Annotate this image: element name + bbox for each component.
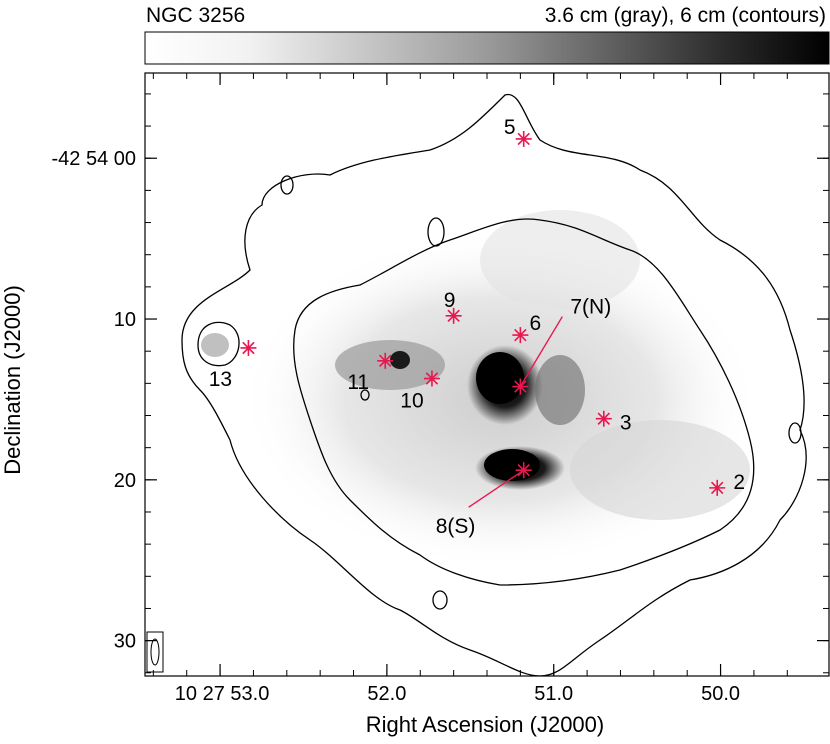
x-tick-label: 51.0 bbox=[534, 683, 573, 705]
source-6: 6 bbox=[512, 312, 542, 344]
y-tick-label: 20 bbox=[114, 470, 136, 492]
knot-contour-13 bbox=[197, 321, 240, 367]
knot-contour-a bbox=[427, 217, 445, 247]
knot-contour-e bbox=[360, 389, 370, 401]
source-label: 8(S) bbox=[436, 515, 476, 538]
source-10: 10 bbox=[400, 370, 440, 413]
y-tick-label: 10 bbox=[114, 309, 136, 331]
contours bbox=[181, 93, 807, 676]
source-marker-ray bbox=[447, 309, 460, 323]
outer-contour bbox=[181, 93, 807, 676]
source-label: 2 bbox=[733, 471, 745, 494]
source-7n: 7(N) bbox=[512, 296, 611, 395]
source-label: 11 bbox=[347, 371, 369, 394]
source-9: 9 bbox=[444, 289, 462, 324]
source-marker-ray bbox=[514, 380, 527, 393]
source-label: 13 bbox=[209, 368, 232, 391]
source-label: 5 bbox=[504, 116, 516, 139]
chart-subtitle: 3.6 cm (gray), 6 cm (contours) bbox=[545, 4, 826, 27]
source-marker-ray bbox=[242, 341, 255, 355]
source-13: 13 bbox=[209, 339, 257, 391]
y-tick-label: -42 54 00 bbox=[51, 148, 136, 170]
x-axis-label: Right Ascension (J2000) bbox=[366, 712, 604, 737]
source-11: 11 bbox=[347, 352, 394, 394]
gray-emission bbox=[201, 210, 760, 570]
source-label: 3 bbox=[620, 412, 632, 435]
source-markers: 2 3 5 6 7(N) 8(S) 9 10 11 13 bbox=[209, 116, 745, 538]
inner-contour bbox=[293, 218, 755, 586]
source-marker-ray bbox=[514, 328, 527, 342]
x-tick-labels: 10 27 53.0 52.0 51.0 50.0 bbox=[175, 683, 740, 705]
source-5: 5 bbox=[504, 116, 532, 147]
axis-ticks bbox=[145, 73, 829, 676]
colorbar bbox=[144, 31, 830, 65]
knot-contour-d bbox=[432, 590, 448, 610]
y-tick-label: 30 bbox=[114, 631, 136, 653]
chart-title: NGC 3256 bbox=[146, 4, 245, 27]
source-2: 2 bbox=[709, 471, 745, 496]
knot-contour-c bbox=[788, 422, 802, 444]
source-marker-ray bbox=[517, 132, 530, 146]
knot-contour-b bbox=[280, 175, 294, 195]
y-axis-label: Declination (J2000) bbox=[0, 285, 25, 475]
y-tick-labels: -42 54 00 10 20 30 bbox=[51, 148, 136, 652]
source-label: 6 bbox=[530, 312, 542, 335]
source-marker-ray bbox=[425, 372, 439, 385]
source-marker-ray bbox=[379, 354, 392, 368]
source-leader-line bbox=[519, 316, 563, 387]
source-leader-line bbox=[468, 469, 525, 508]
source-marker-ray bbox=[517, 463, 530, 477]
source-marker-ray bbox=[711, 481, 724, 495]
beam-box bbox=[146, 631, 164, 673]
x-tick-label: 10 27 53.0 bbox=[175, 683, 270, 705]
beam-ellipse bbox=[150, 638, 160, 666]
source-3: 3 bbox=[595, 410, 632, 435]
source-marker-ray bbox=[597, 412, 611, 425]
x-tick-label: 50.0 bbox=[701, 683, 740, 705]
x-tick-label: 52.0 bbox=[367, 683, 406, 705]
source-8s: 8(S) bbox=[436, 462, 532, 538]
source-label: 10 bbox=[400, 390, 423, 413]
source-label: 7(N) bbox=[570, 296, 611, 319]
source-label: 9 bbox=[444, 289, 456, 312]
